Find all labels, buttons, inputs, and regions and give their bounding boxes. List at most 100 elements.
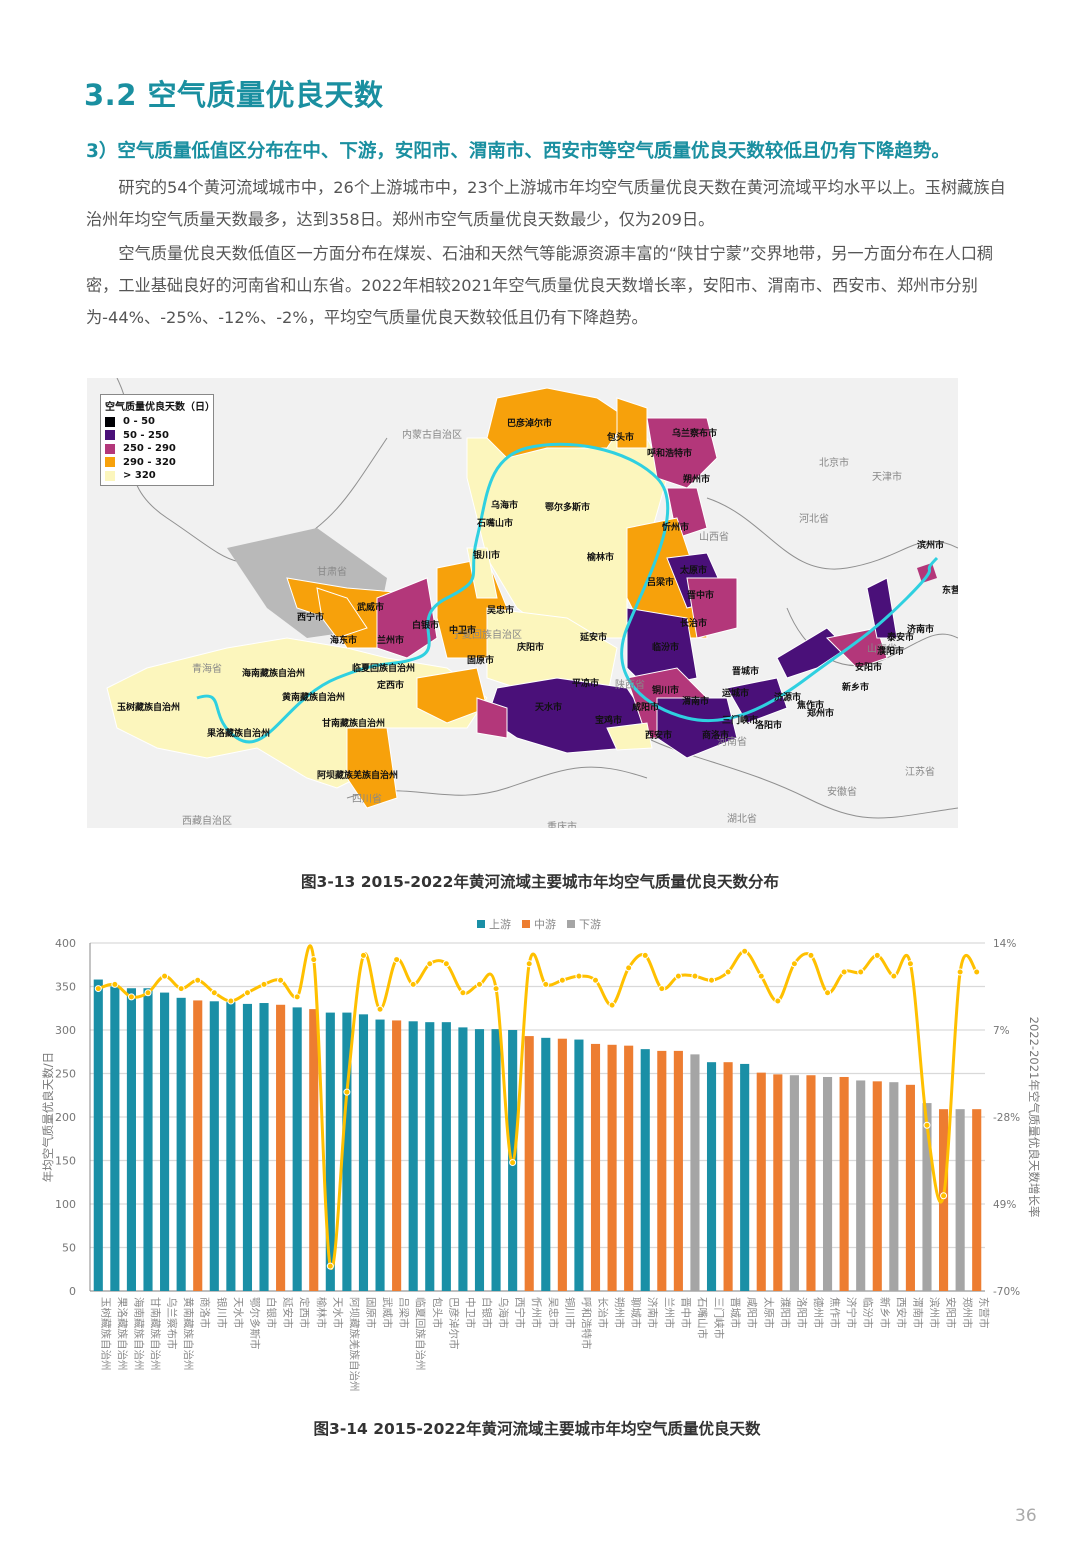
province-label: 湖北省 bbox=[727, 814, 757, 825]
subheading: 3）空气质量低值区分布在中、下游，安阳市、渭南市、西安市等空气质量优良天数较低且… bbox=[86, 141, 950, 162]
svg-text:太原市: 太原市 bbox=[762, 1297, 775, 1329]
province-label: 西藏自治区 bbox=[182, 816, 232, 827]
legend-item: 290 - 320 bbox=[105, 456, 209, 470]
svg-text:50: 50 bbox=[62, 1242, 76, 1255]
svg-text:焦作市: 焦作市 bbox=[829, 1297, 842, 1329]
svg-text:洛阳市: 洛阳市 bbox=[795, 1297, 808, 1329]
province-label: 山东省 bbox=[867, 644, 897, 655]
city-label: 泰安市 bbox=[887, 633, 915, 643]
svg-text:中卫市: 中卫市 bbox=[464, 1297, 477, 1329]
map-graphic bbox=[87, 378, 958, 828]
svg-text:250: 250 bbox=[55, 1068, 76, 1081]
city-label: 运城市 bbox=[722, 689, 750, 699]
city-label: 长治市 bbox=[680, 619, 708, 629]
province-label: 陕西省 bbox=[615, 680, 645, 691]
city-label: 西宁市 bbox=[297, 613, 325, 623]
svg-text:长治市: 长治市 bbox=[597, 1297, 610, 1329]
city-label: 东营市 bbox=[942, 586, 958, 596]
svg-text:玉树藏族自治州: 玉树藏族自治州 bbox=[99, 1297, 112, 1371]
city-label: 临汾市 bbox=[652, 643, 680, 653]
svg-text:临夏回族自治州: 临夏回族自治州 bbox=[414, 1297, 427, 1371]
legend-item: > 320 bbox=[105, 469, 209, 483]
legend-title: 空气质量优良天数（日） bbox=[105, 402, 215, 413]
city-label: 铜川市 bbox=[652, 686, 680, 696]
legend-label: 50 - 250 bbox=[123, 429, 169, 441]
city-label: 黄南藏族自治州 bbox=[282, 693, 346, 703]
svg-text:黄南藏族自治州: 黄南藏族自治州 bbox=[182, 1297, 195, 1371]
svg-text:49%: 49% bbox=[993, 1199, 1016, 1211]
city-label: 济南市 bbox=[907, 625, 935, 635]
svg-text:延安市: 延安市 bbox=[282, 1297, 295, 1329]
legend-label: 0 - 50 bbox=[123, 416, 155, 428]
svg-text:新乡市: 新乡市 bbox=[878, 1297, 891, 1329]
city-label: 甘南藏族自治州 bbox=[322, 719, 386, 729]
city-label: 濮阳市 bbox=[877, 647, 905, 657]
svg-text:包头市: 包头市 bbox=[431, 1297, 444, 1329]
svg-text:固原市: 固原市 bbox=[364, 1297, 377, 1329]
svg-text:吕梁市: 吕梁市 bbox=[398, 1297, 411, 1329]
city-label: 焦作市 bbox=[797, 701, 825, 711]
city-label: 渭南市 bbox=[682, 697, 710, 707]
city-label: 中卫市 bbox=[449, 626, 477, 636]
svg-text:晋城市: 晋城市 bbox=[729, 1297, 742, 1329]
city-label: 鄂尔多斯市 bbox=[545, 503, 591, 513]
svg-text:滨州市: 滨州市 bbox=[928, 1297, 941, 1329]
province-label: 天津市 bbox=[872, 472, 902, 483]
city-label: 白银市 bbox=[412, 621, 440, 631]
svg-text:-70%: -70% bbox=[993, 1286, 1020, 1298]
city-label: 新乡市 bbox=[842, 683, 870, 693]
province-label: 安徽省 bbox=[827, 787, 857, 798]
svg-text:定西市: 定西市 bbox=[298, 1297, 311, 1329]
svg-text:350: 350 bbox=[55, 981, 76, 994]
legend-item: 250 - 290 bbox=[105, 442, 209, 456]
city-label: 果洛藏族自治州 bbox=[207, 729, 271, 739]
svg-text:东营市: 东营市 bbox=[978, 1297, 991, 1329]
city-label: 兰州市 bbox=[377, 636, 405, 646]
svg-text:聊城市: 聊城市 bbox=[630, 1297, 643, 1329]
city-label: 海南藏族自治州 bbox=[242, 669, 306, 679]
svg-text:商洛市: 商洛市 bbox=[199, 1297, 212, 1329]
city-label: 咸阳市 bbox=[632, 703, 660, 713]
city-label: 呼和浩特市 bbox=[647, 449, 693, 459]
svg-text:乌海市: 乌海市 bbox=[497, 1297, 510, 1329]
svg-text:忻州市: 忻州市 bbox=[530, 1297, 543, 1329]
svg-text:濮阳市: 濮阳市 bbox=[779, 1297, 792, 1329]
svg-text:天水市: 天水市 bbox=[331, 1297, 344, 1329]
svg-text:中游: 中游 bbox=[534, 918, 556, 931]
svg-text:安阳市: 安阳市 bbox=[945, 1297, 958, 1329]
svg-text:白银市: 白银市 bbox=[480, 1297, 493, 1329]
city-label: 吕梁市 bbox=[647, 578, 675, 588]
province-label: 江苏省 bbox=[905, 767, 935, 778]
city-label: 济源市 bbox=[774, 693, 802, 703]
svg-text:铜川市: 铜川市 bbox=[563, 1297, 576, 1329]
page-number: 36 bbox=[1015, 1506, 1037, 1526]
legend-swatch bbox=[105, 430, 115, 441]
legend-label: 290 - 320 bbox=[123, 456, 176, 468]
paragraph-1: 研究的54个黄河流域城市中，26个上游城市中，23个上游城市年均空气质量优良天数… bbox=[86, 178, 1006, 229]
city-label: 玉树藏族自治州 bbox=[117, 703, 181, 713]
city-label: 武威市 bbox=[357, 603, 385, 613]
svg-text:三门峡市: 三门峡市 bbox=[713, 1297, 726, 1339]
legend-swatch bbox=[105, 470, 115, 481]
city-label: 石嘴山市 bbox=[477, 519, 514, 529]
svg-text:果洛藏族自治州: 果洛藏族自治州 bbox=[116, 1297, 129, 1371]
svg-text:甘南藏族自治州: 甘南藏族自治州 bbox=[149, 1297, 162, 1371]
svg-text:400: 400 bbox=[55, 937, 76, 950]
legend-swatch bbox=[105, 443, 115, 454]
city-label: 天水市 bbox=[535, 703, 563, 713]
city-label: 太原市 bbox=[680, 566, 708, 576]
city-label: 吴忠市 bbox=[487, 606, 515, 616]
figure-caption-3-13: 图3-13 2015-2022年黄河流域主要城市年均空气质量优良天数分布 bbox=[301, 873, 779, 891]
svg-text:榆林市: 榆林市 bbox=[315, 1297, 328, 1329]
province-label: 四川省 bbox=[352, 794, 382, 805]
svg-text:200: 200 bbox=[55, 1111, 76, 1124]
svg-text:年均空气质量优良天数/日: 年均空气质量优良天数/日 bbox=[41, 1052, 55, 1182]
city-label: 乌海市 bbox=[491, 501, 519, 511]
svg-text:乌兰察布市: 乌兰察布市 bbox=[166, 1297, 179, 1350]
figure-caption-3-14: 图3-14 2015-2022年黄河流域主要城市年均空气质量优良天数 bbox=[313, 1420, 761, 1438]
svg-text:天水市: 天水市 bbox=[232, 1297, 245, 1329]
svg-text:14%: 14% bbox=[993, 938, 1016, 950]
chart-graphic: 0 50 100 150 200 250 300 350 400 14% 7% -28% 49% -70%… bbox=[41, 918, 1041, 1392]
svg-text:呼和浩特市: 呼和浩特市 bbox=[580, 1297, 593, 1350]
city-label: 郑州市 bbox=[807, 709, 835, 719]
